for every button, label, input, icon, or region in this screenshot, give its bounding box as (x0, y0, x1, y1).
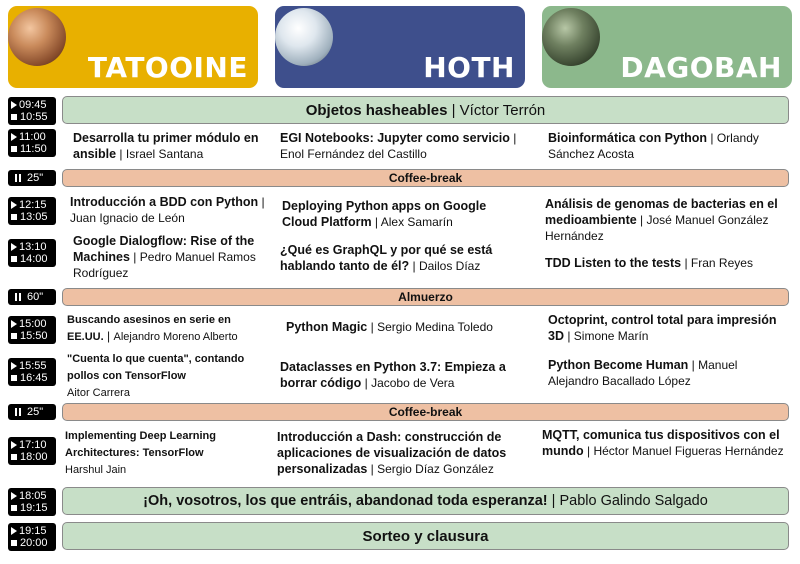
break-banner: Coffee-break (62, 169, 789, 187)
talk-entry: Deploying Python apps on Google Cloud Pl… (282, 199, 487, 229)
time-slot: 19:15 20:00 (8, 523, 56, 551)
time-slot: 17:10 18:00 (8, 437, 56, 465)
time-slot: 09:45 10:55 (8, 97, 56, 125)
talk-entry: Buscando asesinos en serie en EE.UU. | A… (67, 314, 238, 343)
planet-dagobah-icon (542, 8, 600, 66)
track-header-dagobah: DAGOBAH (542, 6, 792, 88)
talk-entry: Desarrolla tu primer módulo en ansible |… (73, 131, 259, 161)
talk-entry: Bioinformática con Python | Orlandy Sánc… (548, 131, 759, 161)
talk-entry: TDD Listen to the tests | Fran Reyes (545, 256, 753, 270)
track-name: HOTH (423, 51, 515, 84)
time-slot: 12:15 13:05 (8, 197, 56, 225)
talk-entry: MQTT, comunica tus dispositivos con el m… (542, 428, 784, 458)
time-slot: 15:00 15:50 (8, 316, 56, 344)
time-slot: 18:05 19:15 (8, 488, 56, 516)
talk-entry: Implementing Deep Learning Architectures… (65, 430, 216, 476)
break-banner: Almuerzo (62, 288, 789, 306)
planet-tatooine-icon (8, 8, 66, 66)
time-slot: 13:10 14:00 (8, 239, 56, 267)
track-header-hoth: HOTH (275, 6, 525, 88)
time-slot: 15:55 16:45 (8, 358, 56, 386)
talk-entry: Octoprint, control total para impresión … (548, 313, 777, 343)
talk-entry: Python Magic | Sergio Medina Toledo (286, 320, 493, 334)
break-duration: 25" (8, 170, 56, 186)
closing-banner: Sorteo y clausura (62, 522, 789, 550)
break-banner: Coffee-break (62, 403, 789, 421)
planet-hoth-icon (275, 8, 333, 66)
talk-entry: ¿Qué es GraphQL y por qué se está hablan… (280, 243, 493, 273)
time-slot: 11:00 11:50 (8, 129, 56, 157)
talk-entry: Introducción a Dash: construcción de apl… (277, 430, 507, 476)
talk-entry: Python Become Human | Manuel Alejandro B… (548, 358, 738, 388)
talk-entry: "Cuenta lo que cuenta", contando pollos … (67, 353, 245, 399)
break-duration: 25" (8, 404, 56, 420)
talk-entry: Introducción a BDD con Python | Juan Ign… (70, 195, 265, 225)
talk-entry: Análisis de genomas de bacterias en el m… (545, 197, 778, 243)
talk-entry: Google Dialogflow: Rise of the Machines … (73, 234, 256, 280)
keynote-banner: Objetos hasheables | Víctor Terrón (62, 96, 789, 124)
talk-entry: Dataclasses en Python 3.7: Empieza a bor… (280, 360, 506, 390)
break-duration: 60" (8, 289, 56, 305)
track-header-tatooine: TATOOINE (8, 6, 258, 88)
keynote-banner: ¡Oh, vosotros, los que entráis, abandona… (62, 487, 789, 515)
talk-entry: EGI Notebooks: Jupyter como servicio | E… (280, 131, 517, 161)
track-name: DAGOBAH (620, 51, 782, 84)
track-name: TATOOINE (87, 51, 248, 84)
